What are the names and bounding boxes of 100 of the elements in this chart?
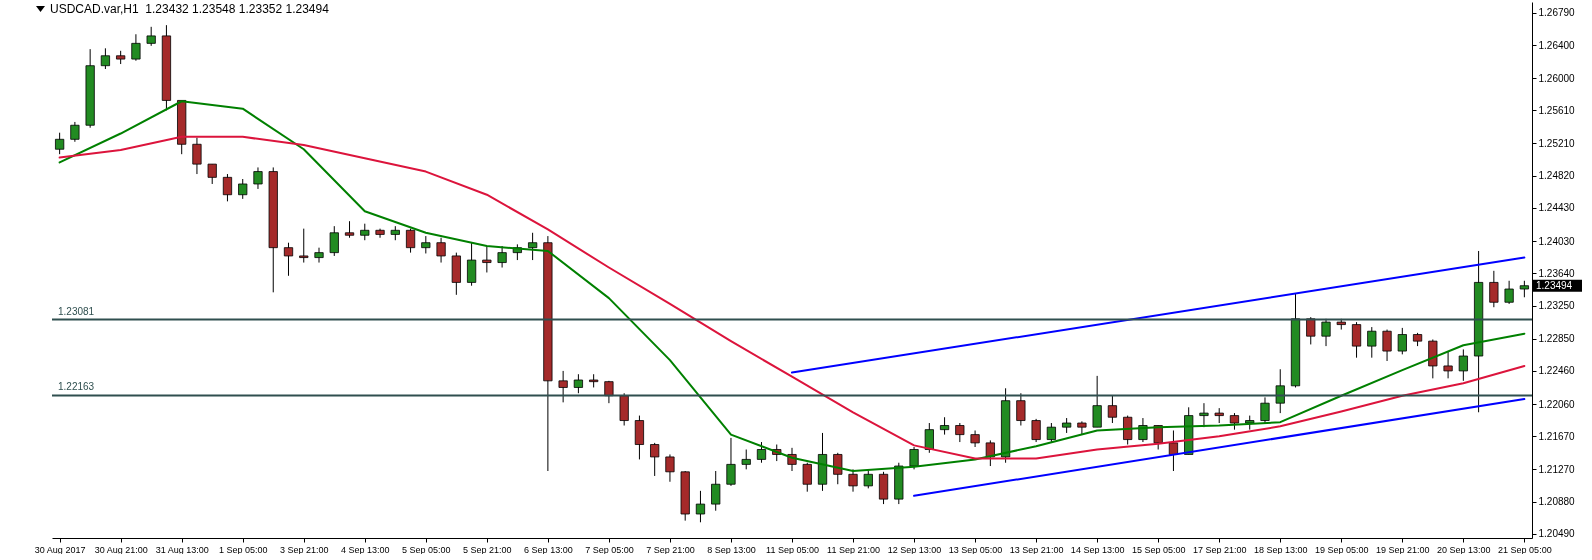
candlestick xyxy=(329,225,339,257)
candlestick xyxy=(100,47,110,70)
x-tick-label: 11 Sep 05:00 xyxy=(766,544,819,555)
x-tick-label: 17 Sep 21:00 xyxy=(1192,544,1247,555)
x-tick-label: 31 Aug 13:00 xyxy=(155,544,209,555)
y-tick-label: 1.20490 xyxy=(1538,528,1576,540)
candlestick xyxy=(695,490,706,523)
y-tick-label: 1.22060 xyxy=(1538,398,1576,410)
x-tick-label: 14 Sep 13:00 xyxy=(1070,544,1125,555)
candlestick xyxy=(650,442,660,477)
x-tick-label: 5 Sep 21:00 xyxy=(463,544,512,555)
candlestick xyxy=(756,441,767,464)
y-tick-label: 1.26400 xyxy=(1538,39,1576,51)
candlestick xyxy=(848,468,858,493)
x-tick-label: 4 Sep 13:00 xyxy=(341,544,390,555)
candlestick xyxy=(528,232,538,261)
candlestick xyxy=(985,439,995,467)
y-tick-label: 1.22460 xyxy=(1538,365,1576,377)
x-tick-label: 3 Sep 21:00 xyxy=(279,544,329,555)
candlestick xyxy=(1306,316,1316,345)
candlestick xyxy=(70,121,80,143)
x-tick-label: 18 Sep 13:00 xyxy=(1253,544,1308,555)
x-tick-label: 7 Sep 21:00 xyxy=(646,544,695,555)
candlestick xyxy=(253,166,263,190)
candlestick xyxy=(1077,420,1087,436)
candlestick xyxy=(1092,375,1102,428)
x-tick-label: 5 Sep 05:00 xyxy=(402,544,451,555)
candlestick xyxy=(1031,418,1041,443)
y-tick-label: 1.24030 xyxy=(1538,235,1576,247)
x-tick-label: 1 Sep 05:00 xyxy=(218,544,268,555)
candlestick xyxy=(146,26,156,47)
candlestick xyxy=(863,469,873,489)
y-tick-label: 1.25610 xyxy=(1538,104,1576,116)
candlestick xyxy=(1107,395,1118,424)
candlestick xyxy=(192,137,202,175)
candlestick xyxy=(634,415,645,460)
x-tick-label: 20 Sep 13:00 xyxy=(1437,544,1491,555)
candlestick xyxy=(314,247,324,264)
ref-line-label: 1.22163 xyxy=(58,381,95,393)
candlestick xyxy=(1489,270,1499,308)
x-tick-label: 12 Sep 13:00 xyxy=(887,544,942,555)
y-tick-label: 1.26000 xyxy=(1538,72,1576,84)
candlestick xyxy=(1123,415,1133,446)
candlestick xyxy=(665,453,675,483)
x-tick-label: 21 Sep 05:00 xyxy=(1498,544,1552,555)
y-tick-label: 1.23640 xyxy=(1538,267,1576,279)
candlestick xyxy=(299,228,309,264)
candlestick xyxy=(1443,350,1453,379)
candlestick xyxy=(1016,392,1026,427)
text: 1.23494 xyxy=(1536,279,1573,291)
candlestick xyxy=(466,242,477,287)
candlestick xyxy=(802,462,812,493)
candlestick xyxy=(497,245,507,269)
chart-title: USDCAD.var,H1 1.23432 1.23548 1.23352 1.23494 xyxy=(50,2,329,16)
x-tick-label: 30 Aug 2017 xyxy=(34,544,86,555)
candlestick xyxy=(1397,327,1407,355)
candlestick xyxy=(1351,321,1362,359)
candlestick xyxy=(955,422,965,443)
candlestick xyxy=(207,163,217,185)
x-tick-label: 30 Aug 21:00 xyxy=(94,544,148,555)
y-tick-label: 1.23250 xyxy=(1538,300,1576,312)
y-tick-label: 1.21670 xyxy=(1538,430,1576,442)
x-tick-label: 7 Sep 05:00 xyxy=(585,544,634,555)
x-tick-label: 13 Sep 05:00 xyxy=(948,544,1003,555)
candlestick xyxy=(55,132,65,155)
candlestick xyxy=(573,373,583,394)
candlestick xyxy=(1321,318,1331,347)
candlestick xyxy=(1382,329,1392,362)
candlestick xyxy=(283,242,294,277)
candlestick xyxy=(833,452,843,485)
x-tick-label: 15 Sep 05:00 xyxy=(1131,544,1186,555)
candlestick xyxy=(909,446,919,470)
candlestick xyxy=(558,370,568,403)
candlestick xyxy=(131,33,141,62)
candlestick xyxy=(405,228,416,254)
y-tick-label: 1.24430 xyxy=(1538,202,1576,214)
candlestick xyxy=(1046,422,1056,443)
candlestick xyxy=(238,178,248,200)
x-tick-label: 8 Sep 13:00 xyxy=(707,544,756,555)
candlestick xyxy=(482,245,492,273)
x-tick-label: 19 Sep 21:00 xyxy=(1376,544,1430,555)
candlestick xyxy=(1458,348,1468,382)
candlestick xyxy=(1367,326,1377,359)
y-tick-label: 1.21270 xyxy=(1538,463,1576,475)
y-tick-label: 1.25210 xyxy=(1538,137,1576,149)
candlestick xyxy=(436,237,446,264)
candlestick xyxy=(1260,396,1270,424)
y-tick-label: 1.22850 xyxy=(1538,333,1576,345)
candlestick xyxy=(711,470,721,512)
y-tick-label: 1.26790 xyxy=(1538,7,1576,19)
candlestick xyxy=(924,422,934,454)
candlestick xyxy=(741,448,751,470)
y-tick-label: 1.20880 xyxy=(1538,496,1576,508)
y-tick-label: 1.24820 xyxy=(1538,170,1576,182)
candlestick xyxy=(222,173,233,202)
x-tick-label: 6 Sep 13:00 xyxy=(524,544,573,555)
candlestick xyxy=(1504,280,1514,305)
ref-line-label: 1.23081 xyxy=(58,305,95,317)
candlestick xyxy=(726,437,736,487)
x-tick-label: 19 Sep 05:00 xyxy=(1315,544,1369,555)
